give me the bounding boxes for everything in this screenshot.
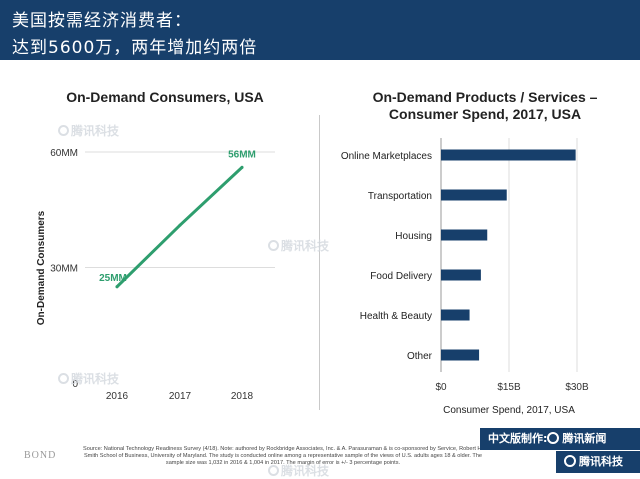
- watermark-text: 腾讯科技: [281, 239, 330, 253]
- credit-badge-tech: 腾讯科技: [556, 451, 640, 473]
- bar-chart-category-label: Housing: [395, 231, 432, 242]
- watermark-logo-icon: [268, 465, 279, 476]
- bar-chart-xtick-label: $30B: [565, 382, 589, 393]
- credit-name-news: 腾讯新闻: [562, 432, 607, 445]
- watermark: 腾讯科技: [58, 122, 119, 139]
- watermark-logo-icon: [268, 240, 279, 251]
- line-chart-point: [178, 223, 182, 227]
- line-chart-xtick-label: 2018: [231, 391, 254, 402]
- brand-logo: BOND: [24, 450, 57, 461]
- source-note: Source: National Technology Readiness Su…: [82, 446, 484, 466]
- bar-chart-xlabel: Consumer Spend, 2017, USA: [443, 405, 575, 416]
- header-banner: 美国按需经济消费者： 达到5600万，两年增加约两倍: [0, 0, 640, 60]
- header-title-line1: 美国按需经济消费者：: [12, 11, 192, 31]
- credit-label: 中文版制作:: [488, 432, 548, 445]
- line-chart-series-line: [115, 165, 244, 289]
- line-chart-ytick-label: 60MM: [50, 148, 78, 159]
- bar-chart-title: On-Demand Products / Services – Consumer …: [340, 89, 630, 123]
- chart-divider: [319, 115, 320, 410]
- credit-badge-news: 中文版制作: 腾讯新闻: [480, 428, 640, 450]
- bar-chart-category-label: Health & Beauty: [360, 311, 432, 322]
- line-chart-title: On-Demand Consumers, USA: [66, 89, 264, 105]
- watermark-logo-icon: [58, 125, 69, 136]
- line-chart-data-label: 25MM: [99, 273, 127, 284]
- bar-chart-bar: [441, 269, 481, 281]
- credit-name-tech: 腾讯科技: [579, 455, 623, 468]
- line-chart-point: [115, 285, 119, 289]
- bar-chart-title-line1: On-Demand Products / Services –: [372, 89, 598, 105]
- watermark: 腾讯科技: [268, 237, 329, 254]
- bar-chart-bar: [441, 149, 576, 161]
- line-chart-ytick-label: 0: [72, 379, 78, 390]
- tencent-logo-icon: [564, 455, 576, 467]
- bar-chart-category-label: Food Delivery: [370, 271, 432, 282]
- bar-chart-bar: [441, 349, 480, 361]
- bar-chart-xtick-label: $15B: [497, 382, 521, 393]
- bar-chart-category-label: Online Marketplaces: [341, 151, 432, 162]
- watermark-text: 腾讯科技: [71, 124, 120, 138]
- tencent-logo-icon: [547, 432, 560, 444]
- watermark: 腾讯科技: [58, 370, 119, 387]
- line-chart-xtick-label: 2016: [106, 391, 129, 402]
- watermark-text: 腾讯科技: [281, 464, 330, 478]
- line-chart-ylabel: On-Demand Consumers: [36, 210, 47, 325]
- bar-chart-bar: [441, 229, 488, 241]
- bar-chart-category-label: Other: [407, 351, 433, 362]
- bar-chart-bar: [441, 189, 507, 201]
- bar-chart-xtick-label: $0: [435, 382, 447, 393]
- header-title-line2: 达到5600万，两年增加约两倍: [12, 38, 258, 58]
- watermark: 腾讯科技: [268, 462, 329, 479]
- line-chart-point: [240, 165, 244, 169]
- bar-chart-bar: [441, 309, 470, 321]
- bar-chart-category-label: Transportation: [368, 191, 432, 202]
- watermark-text: 腾讯科技: [71, 372, 120, 386]
- bar-chart-title-line2: Consumer Spend, 2017, USA: [388, 106, 582, 122]
- line-chart-data-label: 56MM: [228, 149, 256, 160]
- line-chart-xtick-label: 2017: [169, 391, 192, 402]
- watermark-logo-icon: [58, 373, 69, 384]
- line-chart-ytick-label: 30MM: [50, 264, 78, 275]
